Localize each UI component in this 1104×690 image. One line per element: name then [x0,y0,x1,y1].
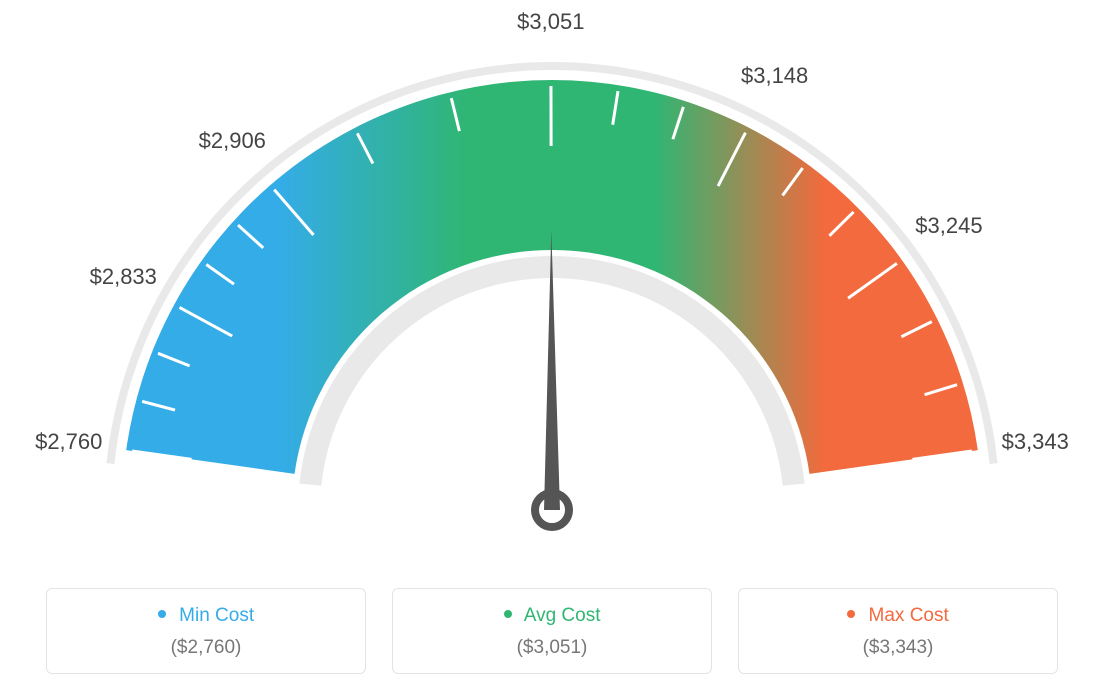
gauge-tick-label: $3,148 [741,63,808,89]
gauge-svg [0,0,1104,560]
gauge-tick-label: $2,906 [199,128,266,154]
gauge-tick-label: $3,343 [1002,429,1069,455]
gauge-tick-label: $3,051 [517,9,584,35]
legend-card-max: Max Cost ($3,343) [738,588,1058,674]
legend-row: Min Cost ($2,760) Avg Cost ($3,051) Max … [0,588,1104,674]
legend-card-min: Min Cost ($2,760) [46,588,366,674]
legend-card-avg: Avg Cost ($3,051) [392,588,712,674]
dot-max-icon [847,610,855,618]
legend-title-avg: Avg Cost [405,605,699,627]
legend-title-max: Max Cost [751,605,1045,627]
legend-label-avg: Avg Cost [524,605,601,626]
legend-label-min: Min Cost [179,605,254,626]
legend-value-max: ($3,343) [751,637,1045,659]
gauge-tick-label: $2,833 [90,264,157,290]
gauge-tick-label: $3,245 [915,213,982,239]
dot-min-icon [158,610,166,618]
legend-value-min: ($2,760) [59,637,353,659]
legend-label-max: Max Cost [869,605,949,626]
legend-title-min: Min Cost [59,605,353,627]
gauge-chart: $2,760 $2,833 $2,906 $3,051 $3,148 $3,245 $3,3… [0,0,1104,560]
legend-value-avg: ($3,051) [405,637,699,659]
gauge-tick-label: $2,760 [35,429,102,455]
dot-avg-icon [504,610,512,618]
